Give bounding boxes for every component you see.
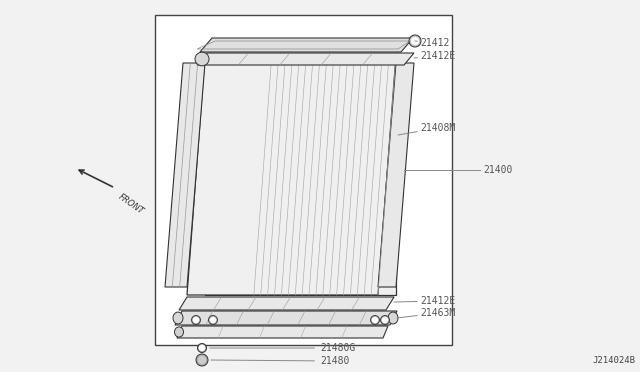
Bar: [155, 15, 452, 345]
Circle shape: [200, 346, 205, 350]
Text: 21480G: 21480G: [210, 343, 355, 353]
Text: 21480: 21480: [211, 356, 349, 366]
Polygon shape: [197, 53, 414, 65]
Text: J214024B: J214024B: [592, 356, 635, 365]
Polygon shape: [177, 326, 388, 338]
Text: 21412E: 21412E: [414, 51, 455, 61]
Text: 21412: 21412: [415, 38, 449, 48]
Circle shape: [383, 317, 387, 323]
Circle shape: [371, 315, 380, 324]
Text: FRONT: FRONT: [117, 192, 146, 216]
Ellipse shape: [388, 312, 398, 324]
Polygon shape: [378, 63, 414, 287]
Ellipse shape: [175, 327, 184, 337]
Circle shape: [191, 315, 200, 324]
Text: 21463M: 21463M: [397, 308, 455, 318]
Circle shape: [372, 317, 378, 323]
Polygon shape: [179, 297, 394, 310]
Polygon shape: [200, 38, 413, 52]
Circle shape: [381, 315, 390, 324]
Circle shape: [209, 315, 218, 324]
Text: 21412E: 21412E: [394, 296, 455, 306]
Circle shape: [412, 38, 419, 45]
Ellipse shape: [173, 312, 183, 324]
Ellipse shape: [195, 52, 209, 66]
Polygon shape: [187, 55, 396, 295]
Circle shape: [198, 356, 205, 363]
Circle shape: [193, 317, 198, 323]
Circle shape: [196, 354, 208, 366]
Text: 21408M: 21408M: [398, 123, 455, 135]
Polygon shape: [165, 63, 205, 287]
Polygon shape: [175, 311, 397, 325]
Text: 21400: 21400: [483, 165, 513, 175]
Polygon shape: [205, 55, 396, 295]
Circle shape: [409, 35, 421, 47]
Circle shape: [211, 317, 216, 323]
Circle shape: [198, 343, 207, 353]
